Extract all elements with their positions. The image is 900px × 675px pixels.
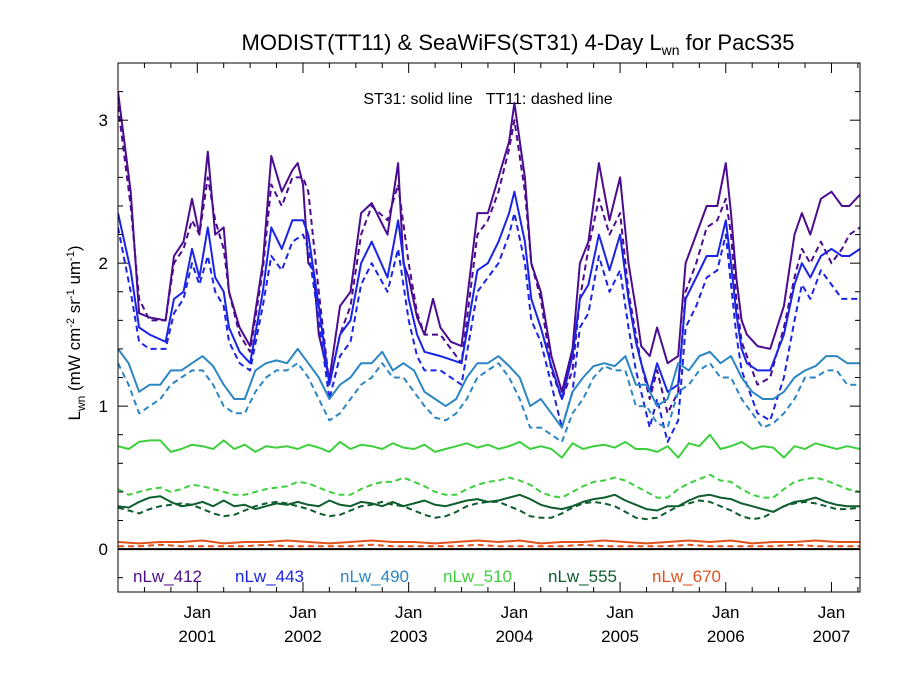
y-axis-label-main: L xyxy=(65,411,84,420)
x-tick-label-year: 2002 xyxy=(284,627,322,646)
chart-title-subscript: wn xyxy=(661,42,680,58)
series-line-nlw_412-solid xyxy=(118,91,860,393)
y-tick-label: 1 xyxy=(99,397,108,416)
x-tick-label-month: Jan xyxy=(818,603,845,622)
series-line-nlw_443-solid xyxy=(118,190,860,400)
x-tick-label-month: Jan xyxy=(395,603,422,622)
x-tick-label-month: Jan xyxy=(184,603,211,622)
x-tick-label-year: 2007 xyxy=(813,627,851,646)
y-axis-label-sup-3: -1 xyxy=(65,251,77,261)
y-tick-label: 3 xyxy=(99,111,108,130)
x-tick-label-month: Jan xyxy=(289,603,316,622)
series-line-nlw_670-solid xyxy=(118,539,860,545)
legend-entry-nlw_490: nLw_490 xyxy=(340,567,409,586)
y-axis-label-sup-2: -1 xyxy=(65,289,77,299)
x-tick-label-year: 2005 xyxy=(601,627,639,646)
chart-title-tail: for PacS35 xyxy=(680,30,795,55)
x-tick-label-year: 2001 xyxy=(178,627,216,646)
series-line-nlw_510-dashed xyxy=(118,473,860,499)
y-tick-label: 0 xyxy=(99,540,108,559)
series-line-nlw_670-dashed xyxy=(118,543,860,548)
x-tick-label-year: 2004 xyxy=(495,627,533,646)
series-line-nlw_490-solid xyxy=(118,347,860,429)
y-axis-label-units-close: ) xyxy=(65,245,84,251)
plot-area xyxy=(118,91,860,551)
chart-title-main: MODIST(TT11) & SeaWiFS(ST31) 4-Day L xyxy=(242,30,662,55)
series-line-nlw_555-solid xyxy=(118,493,860,513)
y-axis-label: Lwn (mW cm-2 sr-1 um-1) xyxy=(65,245,88,420)
series-line-nlw_510-solid xyxy=(118,433,860,459)
plot-frame xyxy=(117,62,861,593)
legend-entry-nlw_412: nLw_412 xyxy=(133,567,202,586)
x-tick-label-month: Jan xyxy=(606,603,633,622)
y-axis-label-sup-1: -2 xyxy=(65,318,77,328)
y-axis-label-units-open: (mW cm xyxy=(65,328,84,396)
series-line-nlw_412-dashed xyxy=(118,105,860,415)
y-tick-label: 2 xyxy=(99,254,108,273)
chart-title: MODIST(TT11) & SeaWiFS(ST31) 4-Day Lwn f… xyxy=(242,30,795,58)
x-tick-label-month: Jan xyxy=(712,603,739,622)
legend-entry-nlw_555: nLw_555 xyxy=(548,567,617,586)
line-style-annotation: ST31: solid line TT11: dashed line xyxy=(363,91,612,108)
legend-entry-nlw_443: nLw_443 xyxy=(235,567,304,586)
x-tick-label-year: 2006 xyxy=(707,627,745,646)
x-tick-label-year: 2003 xyxy=(390,627,428,646)
y-axis-label-units-end: um xyxy=(65,261,84,289)
y-axis-label-subscript: wn xyxy=(74,396,88,412)
axes: 0 1 2 3 Jan 2001 Jan 2002 Jan 2003 Jan 2004 Jan 2005 J… xyxy=(99,62,861,646)
legend-entry-nlw_510: nLw_510 xyxy=(443,567,512,586)
y-axis-label-units-mid: sr xyxy=(65,299,84,318)
legend-entry-nlw_670: nLw_670 xyxy=(652,567,721,586)
series-line-nlw_443-dashed xyxy=(118,212,860,443)
series-line-nlw_490-dashed xyxy=(118,362,860,443)
legend: nLw_412 nLw_443 nLw_490 nLw_510 nLw_555 nLw_6… xyxy=(133,567,721,586)
x-tick-label-month: Jan xyxy=(501,603,528,622)
